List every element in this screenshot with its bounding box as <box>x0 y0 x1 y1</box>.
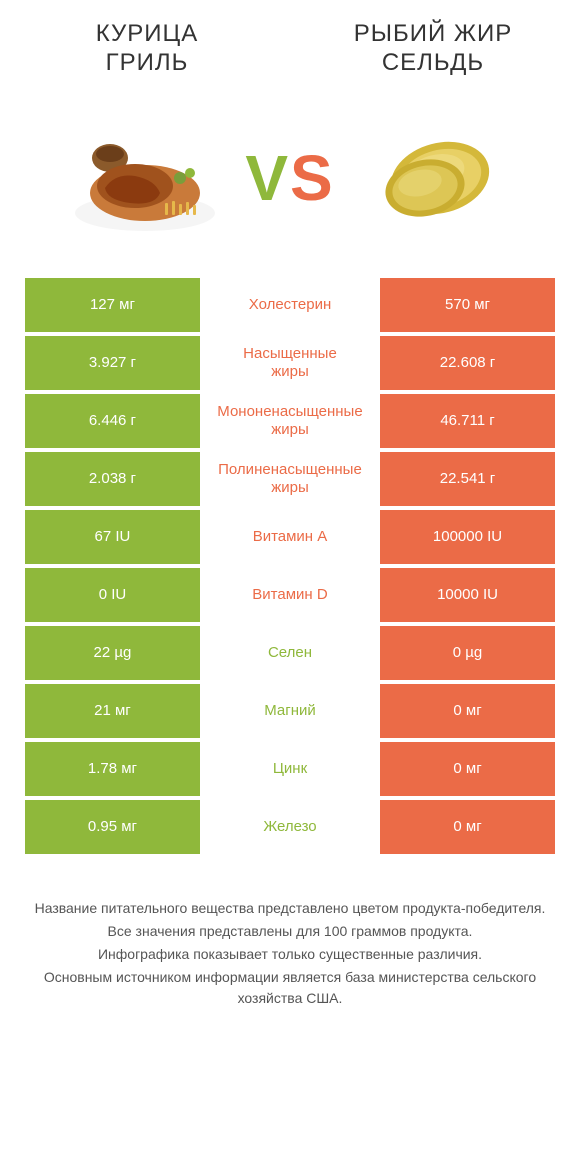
cell-left-value: 22 µg <box>25 626 200 680</box>
cell-nutrient-label: Насыщенныежиры <box>200 336 380 390</box>
cell-nutrient-label: Селен <box>200 626 380 680</box>
cell-right-value: 22.608 г <box>380 336 555 390</box>
table-row: 22 µgСелен0 µg <box>25 626 555 680</box>
cell-nutrient-label: Холестерин <box>200 278 380 332</box>
infographic-container: КУРИЦАГРИЛЬ РЫБИЙ ЖИРСЕЛЬДЬ VS <box>0 0 580 1041</box>
cell-nutrient-label: Цинк <box>200 742 380 796</box>
table-row: 3.927 гНасыщенныежиры22.608 г <box>25 336 555 390</box>
cell-right-value: 22.541 г <box>380 452 555 506</box>
cell-left-value: 127 мг <box>25 278 200 332</box>
cell-nutrient-label: Железо <box>200 800 380 854</box>
cell-right-value: 0 мг <box>380 742 555 796</box>
food-image-left <box>65 118 225 238</box>
cell-right-value: 0 µg <box>380 626 555 680</box>
table-row: 21 мгМагний0 мг <box>25 684 555 738</box>
cell-nutrient-label: Витамин D <box>200 568 380 622</box>
footer-notes: Название питательного вещества представл… <box>0 858 580 1041</box>
table-row: 0.95 мгЖелезо0 мг <box>25 800 555 854</box>
vs-s: S <box>290 142 335 214</box>
cell-left-value: 0.95 мг <box>25 800 200 854</box>
table-row: 0 IUВитамин D10000 IU <box>25 568 555 622</box>
cell-left-value: 1.78 мг <box>25 742 200 796</box>
cell-left-value: 21 мг <box>25 684 200 738</box>
table-row: 2.038 гПолиненасыщенныежиры22.541 г <box>25 452 555 506</box>
table-row: 1.78 мгЦинк0 мг <box>25 742 555 796</box>
cell-nutrient-label: Витамин A <box>200 510 380 564</box>
cell-nutrient-label: Магний <box>200 684 380 738</box>
cell-nutrient-label: Мононенасыщенныежиры <box>200 394 380 448</box>
footer-line: Все значения представлены для 100 граммо… <box>25 921 555 942</box>
header: КУРИЦАГРИЛЬ РЫБИЙ ЖИРСЕЛЬДЬ <box>0 0 580 88</box>
table-row: 127 мгХолестерин570 мг <box>25 278 555 332</box>
footer-line: Основным источником информации является … <box>25 967 555 1009</box>
cell-right-value: 10000 IU <box>380 568 555 622</box>
title-right: РЫБИЙ ЖИРСЕЛЬДЬ <box>316 20 550 78</box>
cell-left-value: 0 IU <box>25 568 200 622</box>
cell-left-value: 2.038 г <box>25 452 200 506</box>
footer-line: Инфографика показывает только существенн… <box>25 944 555 965</box>
cell-left-value: 3.927 г <box>25 336 200 390</box>
cell-right-value: 0 мг <box>380 684 555 738</box>
vs-v: V <box>245 142 290 214</box>
cell-right-value: 100000 IU <box>380 510 555 564</box>
vs-label: VS <box>245 141 334 215</box>
food-image-right <box>355 118 515 238</box>
cell-right-value: 570 мг <box>380 278 555 332</box>
title-left: КУРИЦАГРИЛЬ <box>30 20 264 78</box>
comparison-table: 127 мгХолестерин570 мг3.927 гНасыщенныеж… <box>0 278 580 854</box>
footer-line: Название питательного вещества представл… <box>25 898 555 919</box>
cell-right-value: 0 мг <box>380 800 555 854</box>
vs-section: VS <box>0 88 580 278</box>
table-row: 67 IUВитамин A100000 IU <box>25 510 555 564</box>
cell-left-value: 67 IU <box>25 510 200 564</box>
cell-right-value: 46.711 г <box>380 394 555 448</box>
cell-nutrient-label: Полиненасыщенныежиры <box>200 452 380 506</box>
cell-left-value: 6.446 г <box>25 394 200 448</box>
table-row: 6.446 гМононенасыщенныежиры46.711 г <box>25 394 555 448</box>
